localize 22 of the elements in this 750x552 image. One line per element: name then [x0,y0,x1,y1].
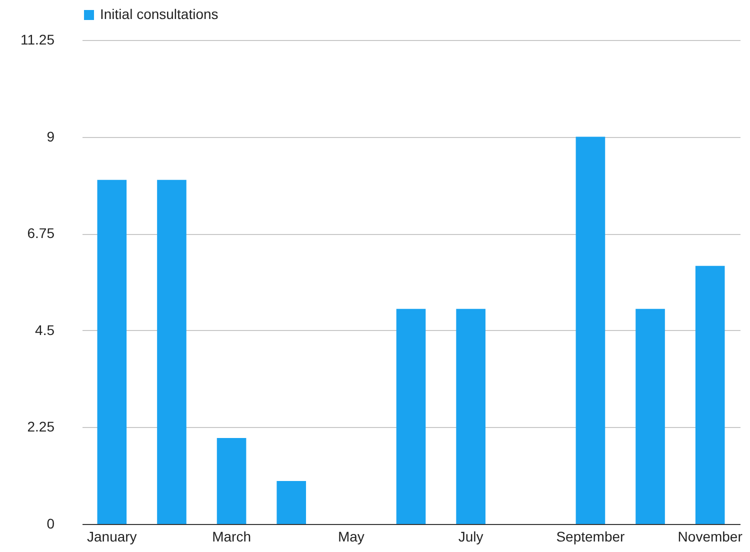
y-tick-label: 11.25 [20,32,55,48]
bar [276,480,306,524]
y-tick-label: 2.25 [27,418,55,435]
y-tick-label: 0 [46,516,55,532]
bar [157,180,186,524]
bar [216,438,246,524]
x-tick-label: September [556,528,626,544]
x-tick-label: November [678,528,743,544]
bar [695,266,725,524]
bar [636,308,665,524]
x-tick-label: May [338,528,364,544]
x-tick-label: July [458,528,484,544]
bar [576,136,606,524]
bar [97,180,127,524]
bar [456,308,486,524]
legend-label: Initial consultations [100,6,218,22]
x-tick-label: March [212,528,251,544]
y-tick-label: 6.75 [27,225,55,242]
y-tick-label: 9 [46,128,55,144]
y-tick-label: 4.5 [35,322,55,338]
x-tick-label: January [87,528,137,544]
bar [396,308,426,524]
